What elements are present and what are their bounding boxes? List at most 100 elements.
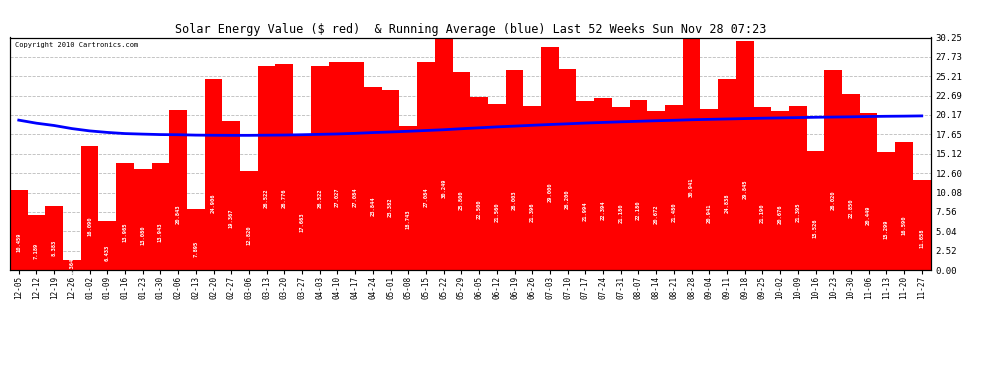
Bar bbox=[913, 180, 931, 270]
Bar bbox=[435, 38, 452, 270]
Bar bbox=[257, 66, 275, 270]
Text: 16.090: 16.090 bbox=[87, 217, 92, 237]
Text: 13.965: 13.965 bbox=[123, 223, 128, 242]
Text: 8.383: 8.383 bbox=[51, 239, 56, 256]
Bar bbox=[594, 98, 612, 270]
Text: 20.449: 20.449 bbox=[866, 205, 871, 225]
Text: 22.180: 22.180 bbox=[636, 201, 641, 220]
Bar bbox=[542, 47, 558, 270]
Bar bbox=[576, 101, 594, 270]
Bar bbox=[346, 62, 364, 270]
Bar bbox=[700, 109, 718, 270]
Text: 15.299: 15.299 bbox=[884, 219, 889, 239]
Bar bbox=[399, 126, 417, 270]
Text: 21.396: 21.396 bbox=[530, 203, 535, 222]
Text: 30.941: 30.941 bbox=[689, 177, 694, 197]
Bar bbox=[488, 104, 506, 270]
Bar bbox=[895, 142, 913, 270]
Bar bbox=[10, 190, 28, 270]
Bar bbox=[753, 107, 771, 270]
Text: 26.776: 26.776 bbox=[282, 188, 287, 208]
Bar bbox=[223, 121, 241, 270]
Bar bbox=[524, 105, 542, 270]
Text: 23.382: 23.382 bbox=[388, 197, 393, 217]
Text: 22.394: 22.394 bbox=[601, 200, 606, 219]
Text: 22.500: 22.500 bbox=[476, 200, 481, 219]
Text: 26.522: 26.522 bbox=[264, 189, 269, 209]
Text: 1.364: 1.364 bbox=[69, 258, 74, 274]
Text: 12.820: 12.820 bbox=[247, 226, 251, 245]
Text: 7.895: 7.895 bbox=[193, 241, 198, 257]
Text: 27.084: 27.084 bbox=[352, 188, 357, 207]
Bar bbox=[205, 79, 223, 270]
Text: 6.433: 6.433 bbox=[105, 244, 110, 261]
Bar bbox=[240, 171, 257, 270]
Title: Solar Energy Value ($ red)  & Running Average (blue) Last 52 Weeks Sun Nov 28 07: Solar Energy Value ($ red) & Running Ave… bbox=[174, 23, 766, 36]
Bar bbox=[187, 209, 205, 270]
Text: 7.189: 7.189 bbox=[34, 243, 39, 259]
Text: 20.941: 20.941 bbox=[707, 204, 712, 224]
Text: 23.844: 23.844 bbox=[370, 196, 375, 216]
Text: 25.800: 25.800 bbox=[459, 191, 464, 210]
Text: 21.994: 21.994 bbox=[583, 201, 588, 220]
Text: 13.943: 13.943 bbox=[157, 223, 163, 242]
Text: 26.003: 26.003 bbox=[512, 190, 517, 210]
Text: 29.000: 29.000 bbox=[547, 182, 552, 202]
Bar bbox=[329, 62, 346, 270]
Bar bbox=[842, 94, 859, 270]
Bar bbox=[417, 62, 435, 270]
Text: 21.395: 21.395 bbox=[795, 203, 800, 222]
Bar bbox=[718, 79, 736, 270]
Text: 21.190: 21.190 bbox=[760, 203, 765, 223]
Text: Copyright 2010 Cartronics.com: Copyright 2010 Cartronics.com bbox=[15, 42, 138, 48]
Text: 24.838: 24.838 bbox=[725, 194, 730, 213]
Text: 24.906: 24.906 bbox=[211, 193, 216, 213]
Bar bbox=[825, 70, 842, 270]
Bar bbox=[877, 152, 895, 270]
Bar bbox=[612, 107, 630, 270]
Text: 16.590: 16.590 bbox=[902, 216, 907, 235]
Text: 17.663: 17.663 bbox=[300, 213, 305, 232]
Text: 11.658: 11.658 bbox=[920, 229, 925, 248]
Bar bbox=[81, 146, 98, 270]
Bar bbox=[63, 260, 81, 270]
Bar bbox=[859, 113, 877, 270]
Bar bbox=[275, 64, 293, 270]
Text: 22.850: 22.850 bbox=[848, 199, 853, 218]
Text: 20.843: 20.843 bbox=[175, 204, 180, 224]
Bar bbox=[452, 72, 470, 270]
Bar bbox=[382, 90, 399, 270]
Text: 18.743: 18.743 bbox=[406, 210, 411, 230]
Text: 19.367: 19.367 bbox=[229, 208, 234, 228]
Text: 27.027: 27.027 bbox=[335, 188, 340, 207]
Bar bbox=[506, 70, 524, 270]
Bar bbox=[28, 215, 46, 270]
Text: 21.180: 21.180 bbox=[618, 203, 624, 223]
Bar bbox=[46, 206, 63, 270]
Text: 30.249: 30.249 bbox=[442, 179, 446, 198]
Text: 26.020: 26.020 bbox=[831, 190, 836, 210]
Bar bbox=[293, 134, 311, 270]
Bar bbox=[807, 151, 825, 270]
Bar bbox=[134, 170, 151, 270]
Text: 10.459: 10.459 bbox=[16, 232, 21, 252]
Bar bbox=[789, 105, 807, 270]
Text: 21.480: 21.480 bbox=[671, 202, 676, 222]
Bar bbox=[151, 163, 169, 270]
Bar bbox=[364, 87, 382, 270]
Text: 15.526: 15.526 bbox=[813, 219, 818, 238]
Bar bbox=[169, 110, 187, 270]
Bar bbox=[771, 111, 789, 270]
Bar bbox=[311, 66, 329, 270]
Text: 20.676: 20.676 bbox=[777, 205, 783, 224]
Bar bbox=[630, 99, 647, 270]
Text: 20.672: 20.672 bbox=[653, 205, 658, 224]
Text: 27.084: 27.084 bbox=[424, 188, 429, 207]
Text: 26.200: 26.200 bbox=[565, 190, 570, 209]
Text: 29.845: 29.845 bbox=[742, 180, 747, 200]
Bar bbox=[647, 111, 665, 270]
Bar bbox=[683, 32, 700, 270]
Text: 21.560: 21.560 bbox=[494, 202, 499, 222]
Text: 13.080: 13.080 bbox=[141, 225, 146, 245]
Text: 26.522: 26.522 bbox=[317, 189, 323, 209]
